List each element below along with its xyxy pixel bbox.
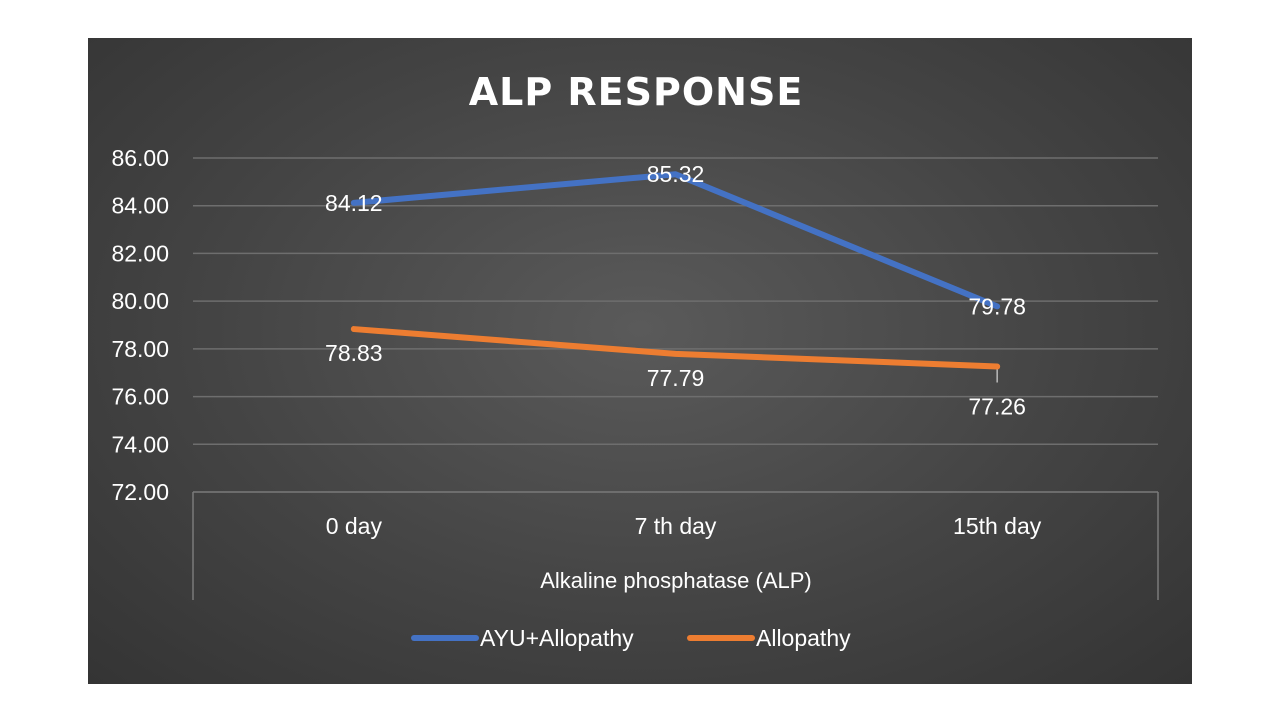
gridlines: [193, 157, 1158, 446]
legend-label: AYU+Allopathy: [480, 625, 634, 651]
y-tick-label: 84.00: [111, 193, 169, 219]
y-tick-label: 86.00: [111, 145, 169, 171]
x-axis-categories: 0 day 7 th day 15th day: [326, 513, 1042, 539]
y-tick-label: 76.00: [111, 384, 169, 410]
x-tick-label: 15th day: [953, 513, 1042, 539]
data-labels: 84.12 85.32 79.78 78.83 77.79 77.26: [325, 161, 1026, 419]
data-label: 84.12: [325, 190, 383, 216]
x-tick-label: 7 th day: [635, 513, 717, 539]
category-axis-frame: [192, 491, 1159, 600]
legend: AYU+Allopathy Allopathy: [411, 625, 851, 651]
x-axis-label: Alkaline phosphatase (ALP): [540, 568, 812, 593]
data-label: 85.32: [647, 161, 705, 187]
y-tick-label: 74.00: [111, 431, 169, 457]
y-axis-ticks: 72.00 74.00 76.00 78.00 80.00 82.00 84.00 86.00: [111, 145, 169, 505]
chart-title: ALP RESPONSE: [469, 70, 804, 114]
data-label: 77.79: [647, 365, 705, 391]
series-line-ayu-allopathy: [350, 171, 1001, 310]
x-tick-label: 0 day: [326, 513, 383, 539]
chart-panel: [88, 38, 1192, 684]
legend-label: Allopathy: [756, 625, 851, 651]
series-lines: [350, 171, 1001, 370]
y-tick-label: 78.00: [111, 336, 169, 362]
y-tick-label: 72.00: [111, 479, 169, 505]
data-label: 77.26: [968, 394, 1026, 420]
series-line-allopathy: [350, 326, 1001, 370]
y-tick-label: 80.00: [111, 288, 169, 314]
y-tick-label: 82.00: [111, 240, 169, 266]
data-label: 78.83: [325, 340, 383, 366]
data-label: 79.78: [968, 293, 1026, 319]
